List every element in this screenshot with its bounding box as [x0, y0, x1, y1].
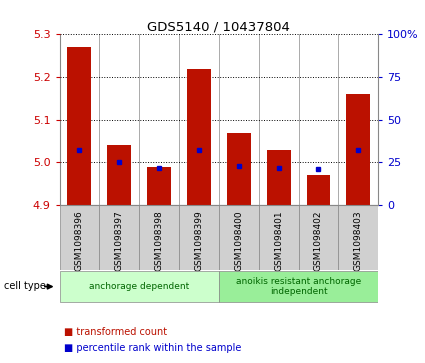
- Bar: [139, 205, 179, 270]
- Bar: [306, 175, 331, 205]
- Bar: [147, 167, 171, 205]
- Bar: [259, 205, 298, 270]
- Text: ■ percentile rank within the sample: ■ percentile rank within the sample: [64, 343, 241, 354]
- Bar: [346, 94, 370, 205]
- Bar: [219, 271, 378, 302]
- Text: GSM1098399: GSM1098399: [195, 210, 204, 271]
- Text: GSM1098402: GSM1098402: [314, 210, 323, 271]
- Bar: [267, 150, 291, 205]
- Text: anchorage dependent: anchorage dependent: [89, 282, 189, 291]
- Text: ■ transformed count: ■ transformed count: [64, 327, 167, 337]
- Text: GSM1098396: GSM1098396: [75, 210, 84, 271]
- Bar: [68, 47, 91, 205]
- Bar: [99, 205, 139, 270]
- Text: cell type: cell type: [4, 281, 46, 291]
- Bar: [338, 205, 378, 270]
- Bar: [107, 146, 131, 205]
- Title: GDS5140 / 10437804: GDS5140 / 10437804: [147, 20, 290, 33]
- Bar: [60, 271, 219, 302]
- Bar: [227, 132, 251, 205]
- Text: GSM1098400: GSM1098400: [234, 210, 243, 271]
- Bar: [219, 205, 259, 270]
- Text: anoikis resistant anchorage
independent: anoikis resistant anchorage independent: [236, 277, 361, 297]
- Bar: [298, 205, 338, 270]
- Text: GSM1098401: GSM1098401: [274, 210, 283, 271]
- Text: GSM1098398: GSM1098398: [155, 210, 164, 271]
- Bar: [187, 69, 211, 205]
- Text: GSM1098403: GSM1098403: [354, 210, 363, 271]
- Bar: [179, 205, 219, 270]
- Text: GSM1098397: GSM1098397: [115, 210, 124, 271]
- Bar: [60, 205, 99, 270]
